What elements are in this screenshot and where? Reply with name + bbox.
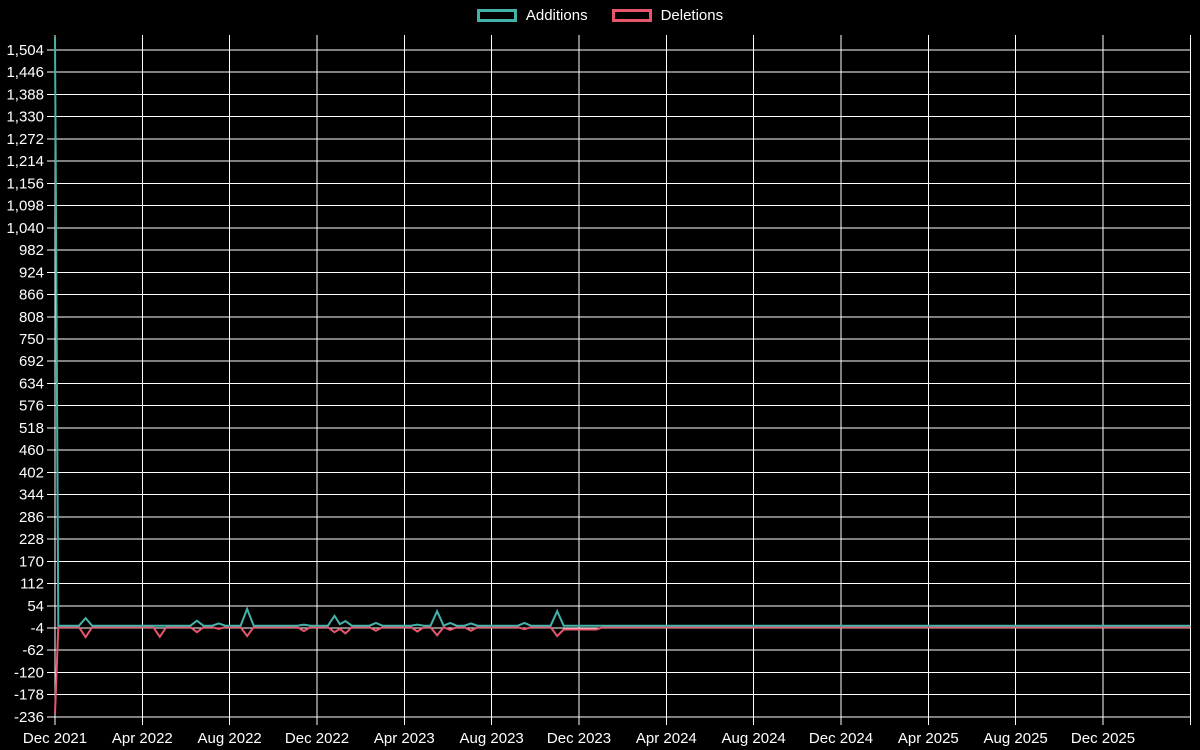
y-tick-label: 170 — [19, 553, 44, 570]
additions-swatch-icon — [476, 9, 517, 22]
x-tick-label: Dec 2025 — [1071, 730, 1135, 747]
legend-item-additions[interactable]: Additions — [476, 7, 588, 24]
series-line-additions — [54, 36, 1191, 627]
y-tick-label: 1,446 — [6, 64, 44, 81]
x-tick-label: Dec 2024 — [809, 730, 873, 747]
y-tick-label: 54 — [27, 598, 44, 615]
y-tick-label: 576 — [19, 398, 44, 415]
deletions-swatch-icon — [611, 9, 652, 22]
y-tick-label: 750 — [19, 331, 44, 348]
y-tick-label: 228 — [19, 531, 44, 548]
y-tick-label: 402 — [19, 464, 44, 481]
y-tick-label: -4 — [31, 620, 44, 637]
y-tick-label: -178 — [14, 687, 44, 704]
y-tick-label: 344 — [19, 487, 44, 504]
y-tick-label: 518 — [19, 420, 44, 437]
y-tick-label: 808 — [19, 309, 44, 326]
legend-label-deletions: Deletions — [660, 7, 724, 24]
x-tick-label: Apr 2022 — [112, 730, 173, 747]
y-tick-label: 634 — [19, 375, 44, 392]
y-tick-label: 1,330 — [6, 109, 44, 126]
y-tick-label: -236 — [14, 709, 44, 726]
y-tick-label: -62 — [22, 642, 44, 659]
legend-item-deletions[interactable]: Deletions — [611, 7, 724, 24]
axis-labels: 1,504 1,446 1,388 1,330 1,272 1,214 1,156 1,098… — [6, 42, 1135, 747]
y-tick-label: 1,214 — [6, 153, 44, 170]
y-tick-label: 1,272 — [6, 131, 44, 148]
y-tick-label: 1,388 — [6, 86, 44, 103]
y-tick-label: 112 — [20, 576, 44, 593]
legend: Additions Deletions — [0, 7, 1200, 24]
y-tick-label: -120 — [14, 664, 44, 681]
y-tick-label: 286 — [19, 509, 44, 526]
gridlines — [47, 35, 1191, 725]
y-tick-label: 1,504 — [6, 42, 44, 59]
y-tick-label: 866 — [19, 287, 44, 304]
y-tick-label: 460 — [19, 442, 44, 459]
x-tick-label: Aug 2024 — [722, 730, 786, 747]
y-tick-label: 1,098 — [6, 198, 44, 215]
x-tick-label: Dec 2021 — [23, 730, 87, 747]
legend-label-additions: Additions — [525, 7, 588, 24]
x-tick-label: Aug 2023 — [460, 730, 524, 747]
y-tick-label: 924 — [19, 264, 44, 281]
x-tick-label: Dec 2022 — [285, 730, 349, 747]
x-tick-label: Apr 2024 — [636, 730, 697, 747]
x-tick-label: Aug 2025 — [984, 730, 1048, 747]
y-tick-label: 1,040 — [6, 220, 44, 237]
series-line-deletions — [54, 625, 1191, 714]
y-tick-label: 982 — [19, 242, 44, 259]
y-tick-label: 692 — [19, 353, 44, 370]
x-tick-label: Dec 2023 — [547, 730, 611, 747]
x-tick-label: Apr 2025 — [898, 730, 959, 747]
x-tick-label: Apr 2023 — [374, 730, 435, 747]
x-tick-label: Aug 2022 — [198, 730, 262, 747]
y-tick-label: 1,156 — [6, 175, 44, 192]
